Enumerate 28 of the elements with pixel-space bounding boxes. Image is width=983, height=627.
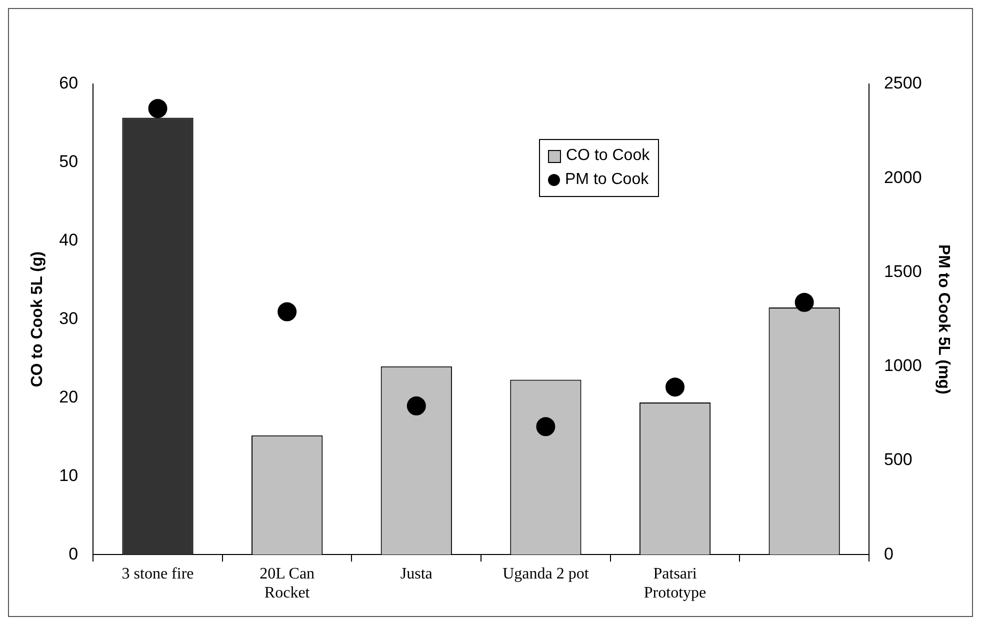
x-tick-label: 3 stone fire — [122, 565, 194, 582]
y2-tick-label: 1000 — [884, 356, 922, 376]
point — [278, 302, 297, 322]
point — [666, 378, 685, 397]
point — [536, 417, 556, 436]
y-tick-label: 50 — [59, 152, 78, 172]
y-tick-label: 0 — [68, 544, 78, 564]
y2-tick-label: 1500 — [884, 262, 922, 281]
x-tick-label: Patsari Prototype — [644, 565, 706, 602]
y2-tick-label: 0 — [884, 544, 894, 564]
y-axis-title: CO to Cook 5L (g) — [29, 251, 46, 388]
y2-axis-title: PM to Cook 5L (mg) — [934, 244, 952, 394]
y2-tick-label: 2000 — [884, 168, 922, 187]
y-tick-label: 10 — [59, 466, 78, 485]
point — [406, 396, 426, 416]
x-tick-label: 20L Can Rocket — [260, 565, 315, 602]
y-tick-label: 20 — [59, 387, 78, 406]
legend-label: PM to Cook — [565, 170, 649, 190]
y-tick-label: 60 — [59, 74, 78, 93]
legend-label: CO to Cook — [566, 146, 650, 166]
x-tick-label: Uganda 2 pot — [502, 565, 590, 582]
point — [794, 292, 814, 312]
y-tick-label: 40 — [59, 230, 78, 250]
x-tick-label: Justa — [400, 565, 432, 582]
y-tick-label: 30 — [59, 308, 78, 328]
point — [148, 98, 168, 118]
y2-tick-label: 500 — [884, 450, 912, 470]
y2-tick-label: 2500 — [884, 74, 922, 93]
